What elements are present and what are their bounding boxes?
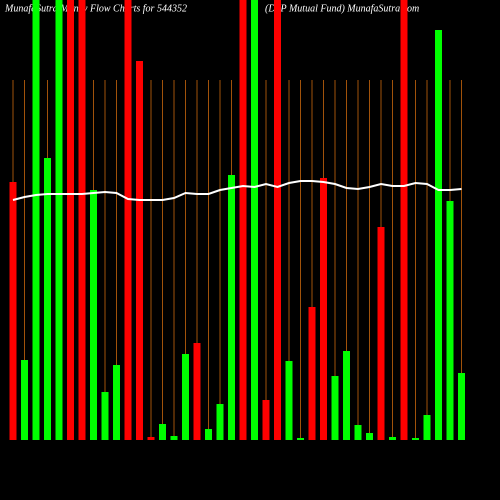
chart-subtitle: (DSP Mutual Fund) MunafaSutra.com bbox=[265, 3, 419, 14]
bar bbox=[458, 373, 465, 440]
bar bbox=[101, 392, 109, 440]
bar bbox=[297, 438, 304, 440]
bar bbox=[435, 30, 442, 440]
bar bbox=[78, 0, 86, 440]
bar bbox=[354, 425, 362, 440]
bar bbox=[90, 190, 97, 440]
bar bbox=[331, 376, 339, 440]
bar bbox=[159, 424, 166, 440]
bar bbox=[205, 429, 212, 440]
bar bbox=[44, 158, 51, 440]
bar bbox=[9, 182, 17, 440]
bar bbox=[446, 201, 454, 440]
bar bbox=[400, 0, 408, 440]
bar bbox=[228, 175, 235, 440]
bar bbox=[182, 354, 189, 440]
bar bbox=[262, 400, 270, 440]
bar bbox=[274, 0, 281, 440]
bar bbox=[343, 351, 350, 440]
bar bbox=[412, 438, 419, 440]
bar bbox=[55, 0, 63, 440]
bar bbox=[320, 178, 327, 440]
bar bbox=[21, 360, 28, 440]
bar bbox=[239, 0, 247, 440]
bar bbox=[366, 433, 373, 440]
bar bbox=[216, 404, 224, 440]
bar bbox=[308, 307, 316, 440]
chart-title: MunafaSutra Money Flow Charts for 544352 bbox=[4, 3, 187, 14]
bar bbox=[67, 0, 74, 440]
bar bbox=[136, 61, 143, 440]
bar bbox=[193, 343, 201, 440]
bar bbox=[389, 437, 396, 440]
bar bbox=[113, 365, 120, 440]
bar bbox=[251, 0, 258, 440]
bar bbox=[32, 0, 40, 440]
bar bbox=[423, 415, 431, 440]
average-line bbox=[12, 180, 462, 201]
bar bbox=[147, 437, 155, 440]
bar bbox=[377, 227, 385, 440]
bar bbox=[124, 0, 132, 440]
bar bbox=[170, 436, 178, 440]
bar bbox=[285, 361, 293, 440]
